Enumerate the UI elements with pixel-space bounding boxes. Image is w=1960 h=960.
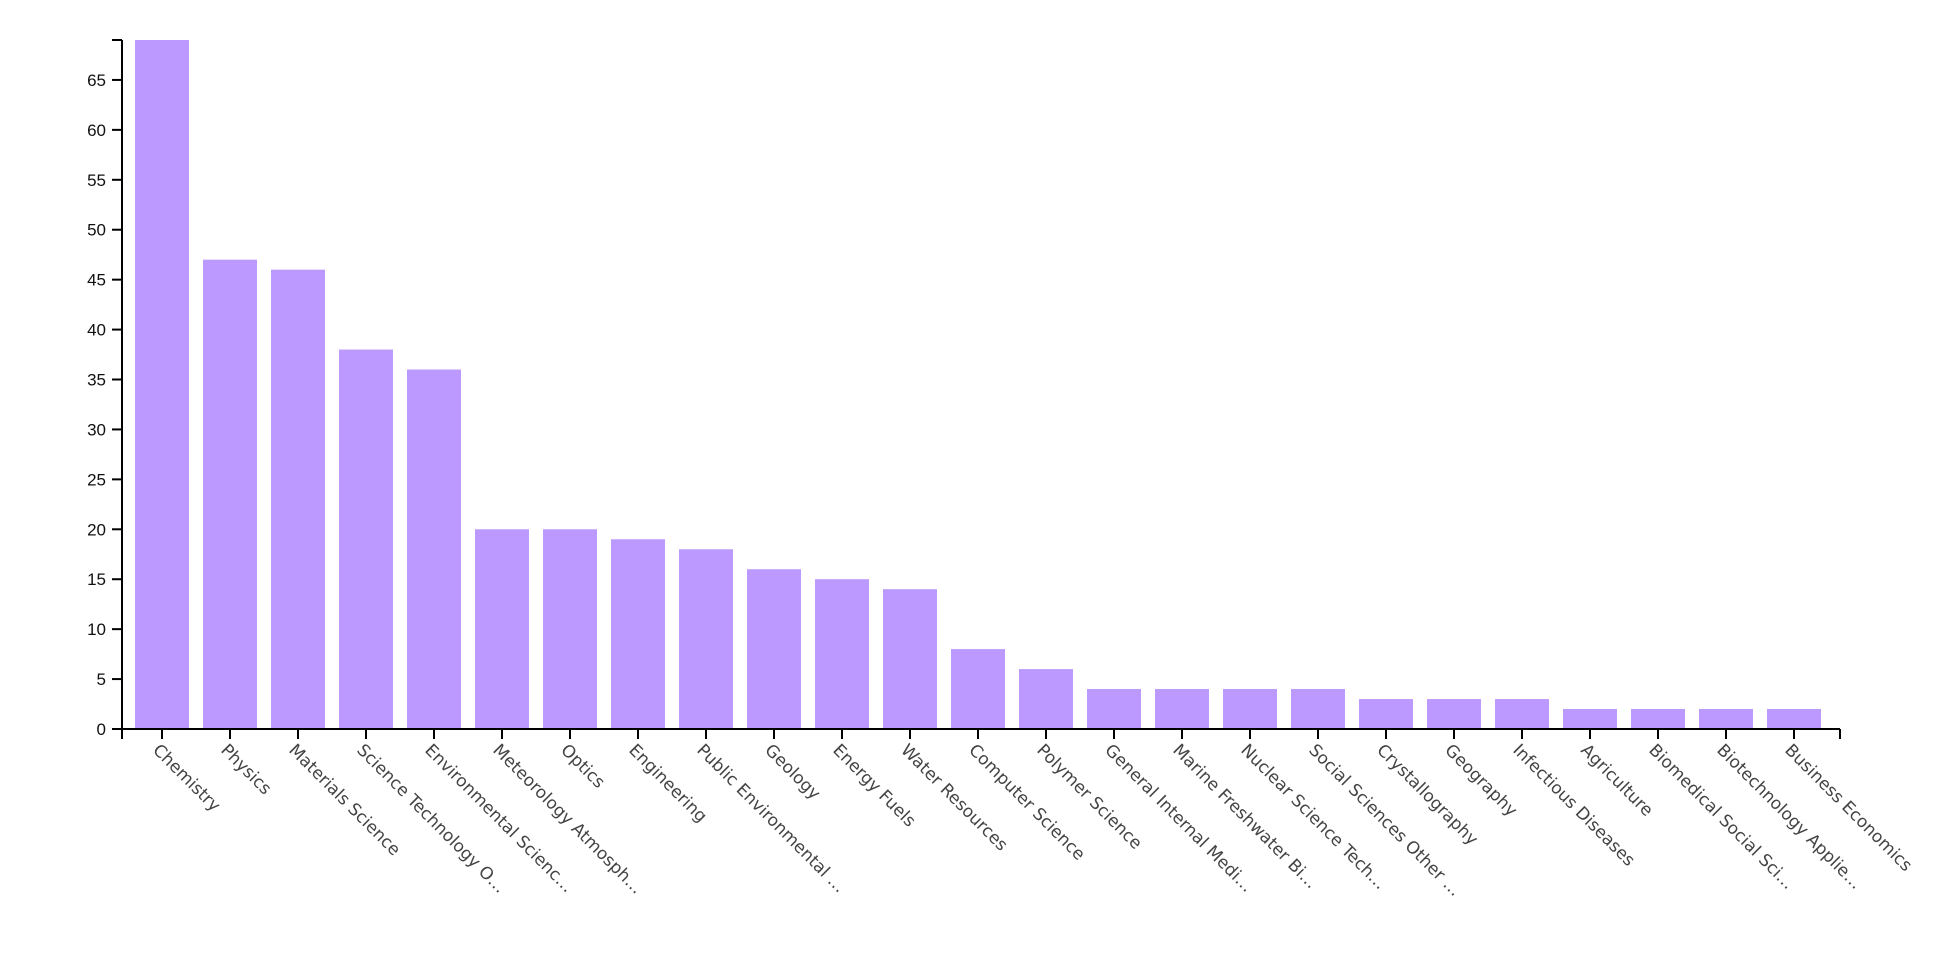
bar [1359, 699, 1413, 729]
bar [1291, 689, 1345, 729]
bar [203, 259, 257, 729]
y-tick-label: 65 [87, 71, 106, 90]
x-category-label: Infectious Diseases [1508, 740, 1638, 870]
bar [1495, 699, 1549, 729]
bar [135, 40, 189, 729]
x-category-label: Biomedical Social Sci… [1644, 740, 1797, 893]
y-tick-label: 50 [87, 221, 106, 240]
y-tick-label: 60 [87, 121, 106, 140]
bar [951, 649, 1005, 729]
bar [271, 269, 325, 729]
bar [1427, 699, 1481, 729]
bars-group [135, 40, 1821, 729]
y-tick-label: 10 [87, 620, 106, 639]
bar [1155, 689, 1209, 729]
bar [339, 349, 393, 729]
y-tick-label: 5 [97, 670, 106, 689]
x-category-label: Computer Science [964, 740, 1088, 864]
y-axis: 0 5 10 15 20 25 30 35 40 45 50 55 60 65 [87, 39, 123, 739]
bar [1563, 709, 1617, 729]
bar [1019, 669, 1073, 729]
y-tick-label: 20 [87, 520, 106, 539]
y-tick-label: 45 [87, 271, 106, 290]
y-tick-label: 30 [87, 420, 106, 439]
bar [611, 539, 665, 729]
x-category-label: Materials Science [284, 740, 404, 860]
y-tick-label: 35 [87, 371, 106, 390]
x-category-label: Chemistry [148, 740, 224, 816]
bar [1087, 689, 1141, 729]
x-category-label: Geology [760, 740, 824, 804]
bar [747, 569, 801, 729]
x-category-label: Optics [556, 740, 608, 792]
bar [475, 529, 529, 729]
bar [1631, 709, 1685, 729]
y-tick-label: 55 [87, 171, 106, 190]
y-tick-label: 40 [87, 321, 106, 340]
x-category-label: Physics [216, 740, 275, 799]
bar [1699, 709, 1753, 729]
x-category-label: Business Economics [1780, 740, 1916, 876]
y-tick-label: 0 [97, 720, 106, 739]
y-tick-label: 15 [87, 570, 106, 589]
bar [679, 549, 733, 729]
bar [883, 589, 937, 729]
y-tick-label: 25 [87, 470, 106, 489]
bar [1223, 689, 1277, 729]
bar [815, 579, 869, 729]
bar [1767, 709, 1821, 729]
bar [407, 369, 461, 729]
bar [543, 529, 597, 729]
